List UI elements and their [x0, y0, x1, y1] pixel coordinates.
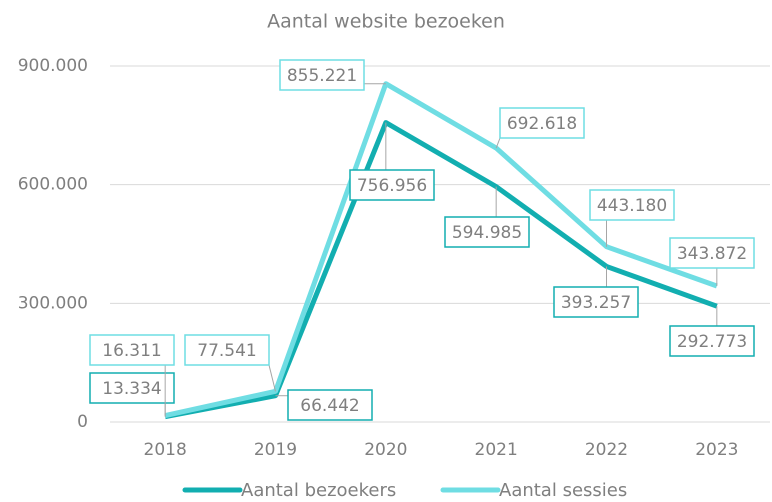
- data-label: 594.985: [452, 223, 522, 243]
- data-label: 343.872: [677, 244, 747, 264]
- leader-line: [268, 364, 276, 392]
- label-box: [89, 334, 175, 366]
- label-box: [499, 107, 585, 139]
- data-label: 393.257: [561, 293, 631, 313]
- y-tick-label: 900.000: [18, 56, 88, 76]
- data-label: 443.180: [597, 196, 667, 216]
- data-label: 692.618: [507, 114, 577, 134]
- label-box: [669, 237, 755, 269]
- legend-label: Aantal bezoekers: [241, 480, 396, 501]
- data-label: 13.334: [102, 379, 161, 399]
- label-box: [279, 59, 365, 91]
- label-box: [589, 189, 675, 221]
- x-tick-label: 2020: [364, 440, 407, 460]
- data-label: 855.221: [287, 66, 357, 86]
- data-label: 292.773: [677, 332, 747, 352]
- series-line: [164, 120, 718, 420]
- x-tick-label: 2021: [475, 440, 518, 460]
- label-box: [444, 216, 530, 248]
- legend-label: Aantal sessies: [499, 480, 627, 501]
- label-box: [89, 372, 175, 404]
- y-tick-label: 0: [77, 412, 88, 432]
- chart-title: Aantal website bezoeken: [267, 11, 505, 33]
- data-label: 16.311: [102, 341, 161, 361]
- leader-line: [495, 137, 501, 149]
- label-box: [184, 334, 270, 366]
- label-box: [349, 169, 435, 201]
- label-box: [669, 325, 755, 357]
- series-line: [164, 81, 718, 418]
- x-tick-label: 2019: [254, 440, 297, 460]
- data-label: 77.541: [197, 341, 256, 361]
- x-tick-label: 2018: [144, 440, 187, 460]
- data-label: 66.442: [300, 396, 359, 416]
- x-tick-label: 2022: [585, 440, 628, 460]
- y-tick-label: 300.000: [18, 293, 88, 313]
- x-tick-label: 2023: [695, 440, 738, 460]
- data-label: 756.956: [357, 176, 427, 196]
- label-box: [287, 389, 373, 421]
- y-tick-label: 600.000: [18, 175, 88, 195]
- label-box: [553, 286, 639, 318]
